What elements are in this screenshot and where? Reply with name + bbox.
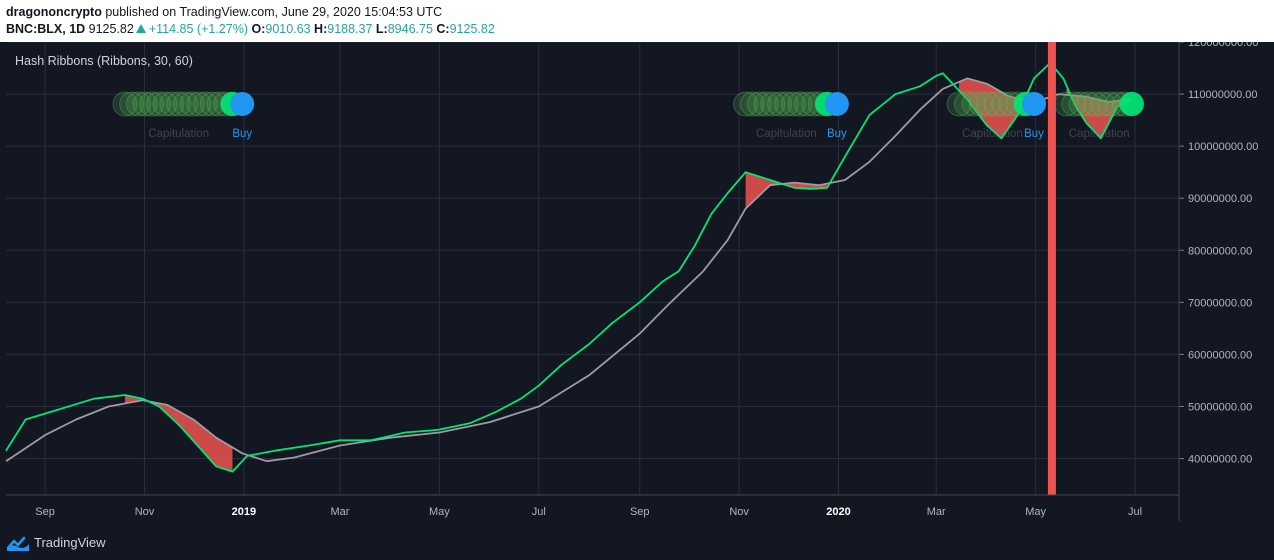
capitulation-fills [124, 78, 1132, 472]
capitulation-circle [193, 91, 219, 117]
x-tick-label: Jul [532, 506, 546, 518]
capitulation-circle [746, 91, 772, 117]
capitulation-circle [186, 91, 212, 117]
x-tick-label: Mar [927, 506, 946, 518]
capitulation-area [124, 395, 233, 472]
capitulation-circle [787, 91, 813, 117]
x-tick-label: Sep [35, 506, 55, 518]
capitulation-area [745, 172, 828, 209]
capitulation-circle [953, 91, 979, 117]
capitulation-circle [976, 91, 1002, 117]
capitulation-label: Capitulation [962, 128, 1023, 140]
open-label: O: [251, 22, 266, 36]
last-price: 9125.82 [88, 22, 134, 36]
capitulation-circle [760, 91, 786, 117]
x-tick-label: May [429, 506, 450, 518]
fast-ma-line [5, 61, 1133, 473]
capitulation-circle [172, 91, 198, 117]
symbol-info: BNC:BLX, 1D 9125.82 +114.85 (+1.27%) O:90… [6, 22, 495, 36]
y-tick-label: 120000000.00 [1188, 42, 1258, 49]
capitulation-label: Capitulation [756, 128, 817, 140]
close-label: C: [436, 22, 450, 36]
recovery-circle [1119, 92, 1144, 116]
capitulation-circle [1090, 91, 1116, 117]
capitulation-circle [112, 91, 138, 117]
footer: TradingView [0, 528, 1274, 560]
buy-circle [824, 92, 849, 116]
capitulation-circle [179, 91, 205, 117]
x-tick-label: May [1025, 506, 1046, 518]
x-tick-label: Nov [729, 506, 749, 518]
axes: Sep Nov 2019 Mar May Jul Sep Nov 2020 Mar May Jul 12… [6, 42, 1258, 521]
buy-label: Buy [827, 128, 847, 140]
buy-label: Buy [232, 128, 252, 140]
up-triangle-icon [135, 24, 146, 33]
publish-header: dragononcrypto published on TradingView.… [0, 0, 1274, 42]
capitulation-area [959, 78, 1026, 139]
capitulation-circle [166, 91, 192, 117]
capitulation-circle [773, 91, 799, 117]
close-value: 9125.82 [449, 22, 495, 36]
capitulation-circle [132, 91, 158, 117]
y-tick-label: 100000000.00 [1188, 141, 1258, 153]
capitulation-circle [146, 91, 172, 117]
y-tick-label: 90000000.00 [1188, 193, 1252, 205]
hash-ribbons-chart[interactable]: Capitulation Buy Capitulation Buy Capitulati… [0, 42, 1274, 528]
capitulation-circle [125, 91, 151, 117]
capitulation-circle [1061, 91, 1087, 117]
y-tick-label: 80000000.00 [1188, 245, 1252, 257]
buy-circle [230, 92, 255, 116]
capitulation-circle [946, 91, 972, 117]
capitulation-area [1066, 85, 1132, 138]
symbol-label: BNC:BLX, 1D [6, 22, 86, 36]
capitulation-circle [780, 91, 806, 117]
x-tick-label: Mar [331, 506, 350, 518]
x-tick-label: Nov [135, 506, 155, 518]
chart-title: Hash Ribbons (Ribbons, 30, 60) [15, 54, 193, 68]
y-tick-label: 50000000.00 [1188, 401, 1252, 413]
author-name[interactable]: dragononcrypto [6, 5, 102, 19]
low-label: L: [375, 22, 388, 36]
tradingview-brand[interactable]: TradingView [34, 535, 106, 550]
capitulation-circle [159, 91, 185, 117]
open-value: 9010.63 [265, 22, 311, 36]
buy-label: Buy [1024, 128, 1044, 140]
low-value: 8946.75 [387, 22, 433, 36]
slow-ma-line [5, 77, 1132, 463]
capitulation-circle [733, 91, 759, 117]
capitulation-circle [152, 91, 178, 117]
y-tick-label: 60000000.00 [1188, 349, 1252, 361]
high-label: H: [314, 22, 328, 36]
buy-circle [1022, 92, 1047, 116]
y-tick-label: 110000000.00 [1188, 89, 1258, 101]
capitulation-label: Capitulation [148, 128, 209, 140]
published-text: published on TradingView.com, June 29, 2… [101, 5, 443, 19]
y-tick-label: 70000000.00 [1188, 297, 1252, 309]
tradingview-logo-icon[interactable] [6, 535, 30, 551]
capitulation-circle [1075, 91, 1101, 117]
y-tick-label: 40000000.00 [1188, 454, 1252, 466]
publish-info: dragononcrypto published on TradingView.… [6, 5, 442, 19]
capitulation-label: Capitulation [1069, 128, 1130, 140]
capitulation-circle [739, 91, 765, 117]
series-lines [5, 61, 1133, 473]
x-tick-label: Sep [630, 506, 650, 518]
capitulation-circle [1068, 91, 1094, 117]
capitulation-circle [983, 91, 1009, 117]
x-tick-label: Jul [1128, 506, 1142, 518]
x-tick-label: 2019 [232, 506, 256, 518]
capitulation-circle [119, 91, 145, 117]
price-change: +114.85 (+1.27%) [148, 22, 248, 36]
capitulation-circle [961, 91, 987, 117]
capitulation-circle [139, 91, 165, 117]
capitulation-circle [968, 91, 994, 117]
high-value: 9188.37 [327, 22, 373, 36]
capitulation-circle [753, 91, 779, 117]
vertical-marker-bar [1047, 42, 1056, 495]
signal-markers: Capitulation Buy Capitulation Buy Capitulati… [112, 91, 1145, 140]
capitulation-circle [767, 91, 793, 117]
vertical-marker [1047, 42, 1056, 495]
capitulation-circle [1083, 91, 1109, 117]
x-tick-label: 2020 [826, 506, 850, 518]
